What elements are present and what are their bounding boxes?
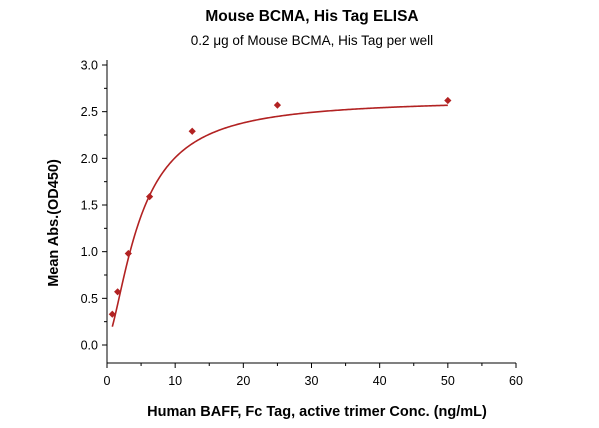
x-tick-label: 10 (168, 374, 182, 388)
y-tick-label: 0.5 (81, 292, 98, 306)
y-tick-label: 1.5 (81, 199, 98, 213)
data-point (124, 249, 132, 258)
y-axis-label: Mean Abs.(OD450) (46, 159, 62, 287)
data-point (108, 310, 116, 318)
y-tick-label: 1.0 (81, 245, 98, 259)
data-points (108, 96, 452, 318)
chart-title: Mouse BCMA, His Tag ELISA (205, 8, 418, 25)
tick-labels: 0 10 20 30 40 50 60 0.0 0.5 1.0 1.5 2.0 2.5 3.0 (81, 59, 523, 389)
y-tick-label: 0.0 (81, 339, 98, 353)
y-tick-label: 2.5 (81, 105, 98, 119)
fit-curve-line (111, 104, 448, 327)
axes (102, 60, 517, 368)
data-point (188, 127, 196, 135)
data-point (444, 96, 452, 105)
x-tick-label: 40 (373, 374, 387, 388)
y-tick-label: 3.0 (81, 59, 98, 73)
data-point (146, 193, 154, 201)
x-axis-label: Human BAFF, Fc Tag, active trimer Conc. … (147, 404, 487, 420)
x-tick-label: 50 (441, 374, 455, 388)
data-point (273, 101, 282, 109)
x-tick-label: 0 (104, 374, 111, 388)
y-tick-label: 2.0 (81, 152, 98, 166)
fit-curve-layer (111, 104, 448, 327)
x-tick-label: 20 (236, 374, 250, 388)
x-tick-label: 60 (509, 374, 523, 388)
data-point (114, 288, 122, 296)
x-tick-label: 30 (305, 374, 319, 388)
chart-subtitle: 0.2 μg of Mouse BCMA, His Tag per well (191, 33, 433, 48)
